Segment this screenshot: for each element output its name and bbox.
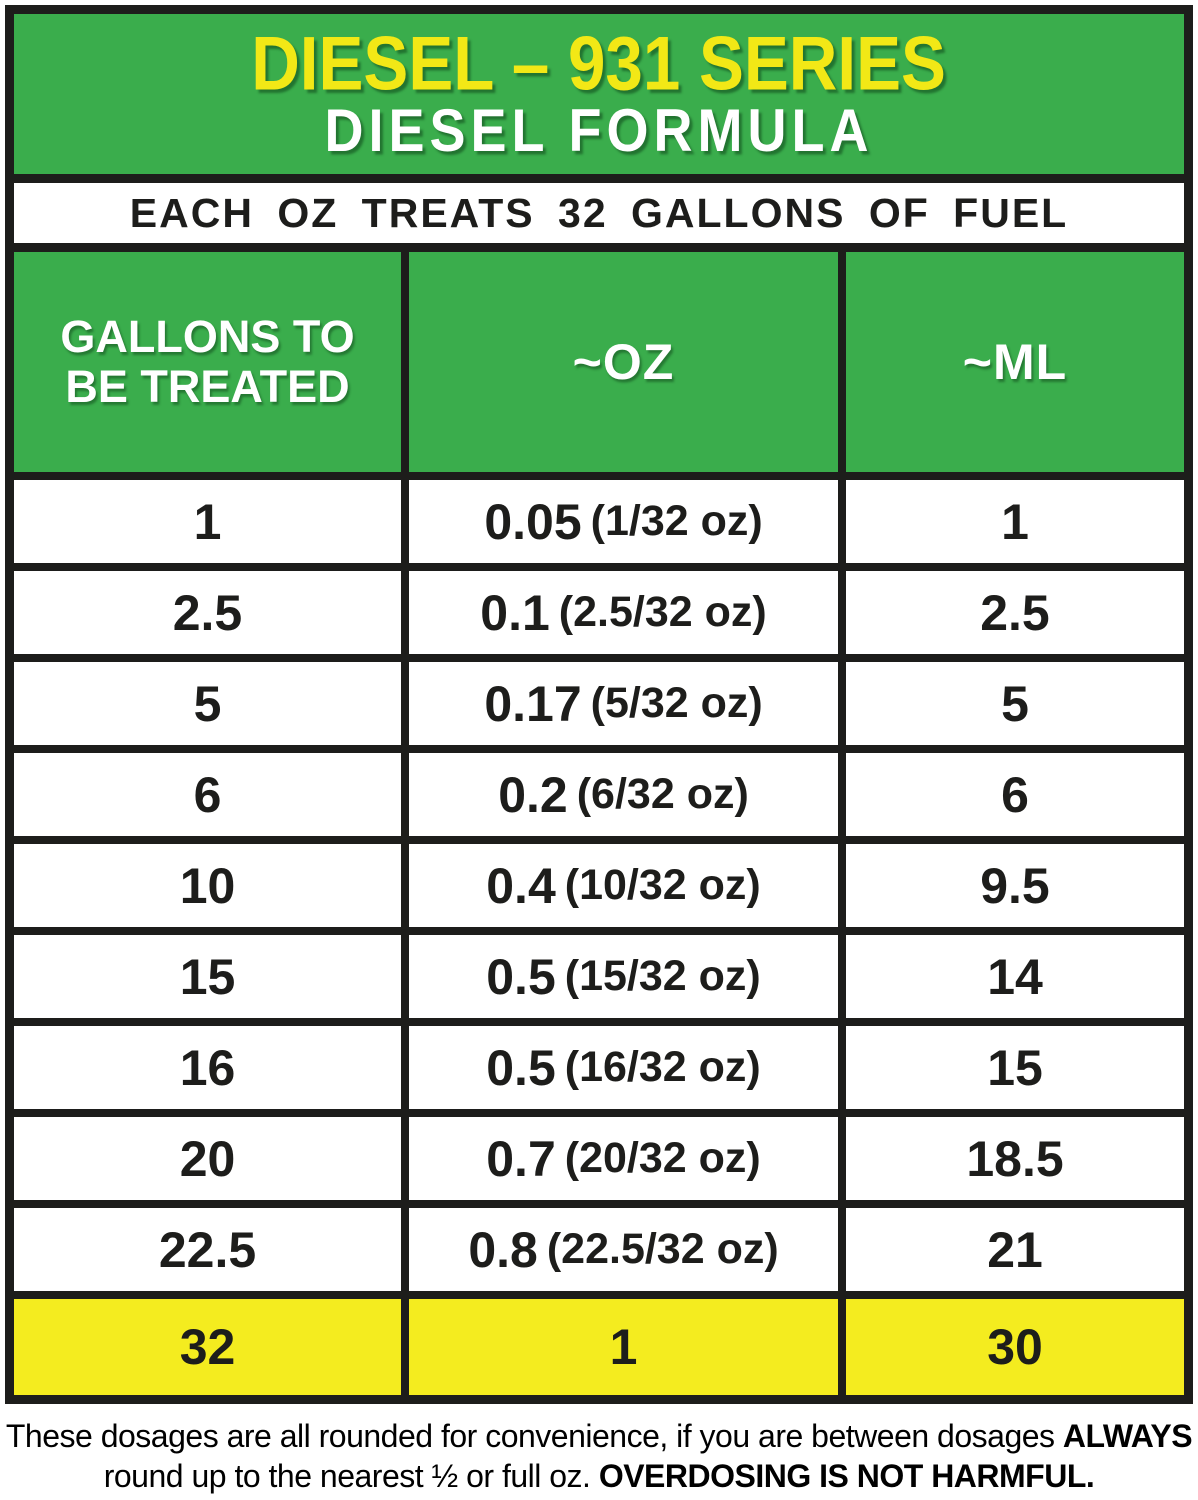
gallons-cell: 20 bbox=[14, 1117, 409, 1200]
table-row: 16 0.5 (16/32 oz) 15 bbox=[14, 1018, 1184, 1109]
oz-fraction: (16/32 oz) bbox=[564, 1043, 761, 1091]
oz-fraction: (10/32 oz) bbox=[564, 861, 761, 909]
column-header-gallons-line1: GALLONS TO bbox=[60, 310, 355, 362]
gallons-cell: 10 bbox=[14, 844, 409, 927]
oz-fraction: (20/32 oz) bbox=[564, 1134, 761, 1182]
oz-cell: 0.5 (16/32 oz) bbox=[409, 1026, 846, 1109]
oz-fraction: (1/32 oz) bbox=[590, 497, 763, 545]
gallons-cell: 32 bbox=[14, 1299, 409, 1395]
ratio-banner: EACH OZ TREATS 32 GALLONS OF FUEL bbox=[14, 174, 1184, 252]
gallons-cell: 1 bbox=[14, 480, 409, 563]
table-row: 6 0.2 (6/32 oz) 6 bbox=[14, 745, 1184, 836]
table-row: 2.5 0.1 (2.5/32 oz) 2.5 bbox=[14, 563, 1184, 654]
oz-value: 0.5 bbox=[486, 1039, 556, 1096]
ml-cell: 15 bbox=[987, 1039, 1043, 1096]
oz-cell: 0.7 (20/32 oz) bbox=[409, 1117, 846, 1200]
footnote-text: These dosages are all rounded for conven… bbox=[5, 1418, 1063, 1454]
ml-cell: 6 bbox=[1001, 766, 1029, 823]
table-row: 10 0.4 (10/32 oz) 9.5 bbox=[14, 836, 1184, 927]
oz-fraction: (22.5/32 oz) bbox=[546, 1225, 779, 1273]
oz-cell: 0.1 (2.5/32 oz) bbox=[409, 571, 846, 654]
oz-value: 0.05 bbox=[484, 493, 582, 550]
footnote-line-2: round up to the nearest ½ or full oz. OV… bbox=[0, 1456, 1198, 1496]
table-row: 1 0.05 (1/32 oz) 1 bbox=[14, 472, 1184, 563]
table-row: 22.5 0.8 (22.5/32 oz) 21 bbox=[14, 1200, 1184, 1291]
column-header-gallons: GALLONS TO BE TREATED bbox=[14, 252, 409, 472]
oz-value: 0.1 bbox=[480, 584, 550, 641]
column-header-gallons-line2: BE TREATED bbox=[65, 361, 350, 412]
oz-cell: 0.8 (22.5/32 oz) bbox=[409, 1208, 846, 1291]
footnote-emphasis: ALWAYS bbox=[1062, 1418, 1193, 1454]
oz-cell: 0.5 (15/32 oz) bbox=[409, 935, 846, 1018]
gallons-cell: 5 bbox=[14, 662, 409, 745]
ml-cell: 1 bbox=[1001, 493, 1029, 550]
oz-fraction: (5/32 oz) bbox=[590, 679, 763, 727]
oz-value: 0.4 bbox=[486, 857, 556, 914]
column-header-ml: ~ML bbox=[962, 334, 1068, 390]
table-row: 15 0.5 (15/32 oz) 14 bbox=[14, 927, 1184, 1018]
table-row-highlighted: 32 1 30 bbox=[14, 1291, 1184, 1395]
ml-cell: 30 bbox=[846, 1299, 1184, 1395]
oz-value: 0.7 bbox=[486, 1130, 556, 1187]
oz-fraction: (2.5/32 oz) bbox=[558, 588, 767, 636]
oz-value: 0.17 bbox=[484, 675, 582, 732]
ml-cell: 18.5 bbox=[966, 1130, 1064, 1187]
dosage-chart-board: DIESEL – 931 SERIES DIESEL FORMULA EACH … bbox=[5, 5, 1193, 1404]
oz-cell: 0.2 (6/32 oz) bbox=[409, 753, 846, 836]
gallons-cell: 22.5 bbox=[14, 1208, 409, 1291]
table-row: 20 0.7 (20/32 oz) 18.5 bbox=[14, 1109, 1184, 1200]
title-block: DIESEL – 931 SERIES DIESEL FORMULA bbox=[14, 14, 1184, 174]
oz-fraction: (15/32 oz) bbox=[564, 952, 761, 1000]
product-subtitle: DIESEL FORMULA bbox=[324, 97, 874, 165]
footnote-line-1: These dosages are all rounded for conven… bbox=[0, 1416, 1198, 1456]
gallons-cell: 6 bbox=[14, 753, 409, 836]
ml-cell: 9.5 bbox=[980, 857, 1050, 914]
column-header-oz: ~OZ bbox=[409, 252, 846, 472]
footnote-emphasis: OVERDOSING IS NOT HARMFUL. bbox=[598, 1458, 1095, 1494]
oz-value: 0.2 bbox=[498, 766, 568, 823]
oz-cell: 0.4 (10/32 oz) bbox=[409, 844, 846, 927]
oz-cell: 1 bbox=[409, 1299, 846, 1395]
oz-value: 1 bbox=[609, 1319, 638, 1375]
table-header-row: GALLONS TO BE TREATED ~OZ ~ML bbox=[14, 252, 1184, 472]
ml-cell: 5 bbox=[1001, 675, 1029, 732]
ml-cell: 14 bbox=[987, 948, 1043, 1005]
oz-cell: 0.05 (1/32 oz) bbox=[409, 480, 846, 563]
ml-cell: 2.5 bbox=[980, 584, 1050, 641]
gallons-cell: 16 bbox=[14, 1026, 409, 1109]
ml-cell: 21 bbox=[987, 1221, 1043, 1278]
oz-cell: 0.17 (5/32 oz) bbox=[409, 662, 846, 745]
footnote: These dosages are all rounded for conven… bbox=[0, 1416, 1198, 1496]
gallons-cell: 2.5 bbox=[14, 571, 409, 654]
footnote-text: round up to the nearest ½ or full oz. bbox=[103, 1458, 599, 1494]
oz-fraction: (6/32 oz) bbox=[576, 770, 749, 818]
product-title: DIESEL – 931 SERIES bbox=[251, 20, 947, 106]
oz-value: 0.5 bbox=[486, 948, 556, 1005]
table-row: 5 0.17 (5/32 oz) 5 bbox=[14, 654, 1184, 745]
gallons-cell: 15 bbox=[14, 935, 409, 1018]
oz-value: 0.8 bbox=[468, 1221, 538, 1278]
